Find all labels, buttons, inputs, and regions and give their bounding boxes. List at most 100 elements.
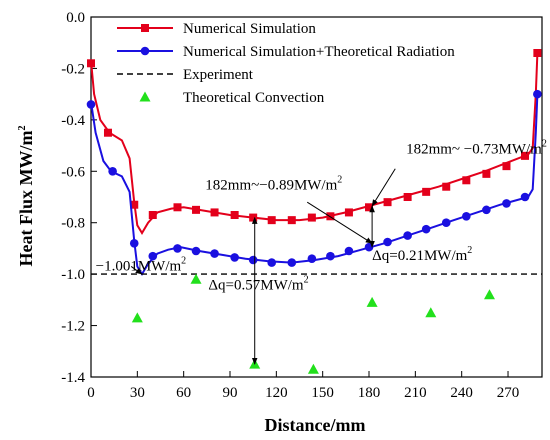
annotation-text: Δq=0.57MW/m (208, 278, 304, 294)
series-layer (86, 49, 542, 374)
data-point (287, 216, 296, 225)
annotation-text: Δq=0.21MW/m (372, 248, 468, 264)
data-point (192, 205, 201, 214)
x-tick-label: 180 (358, 385, 381, 401)
annotation-arrow (306, 201, 373, 244)
data-point (482, 169, 491, 178)
annotation-text: 182mm~ −0.73MW/m (406, 141, 542, 157)
data-point (129, 238, 139, 248)
x-tick-label: 0 (87, 385, 95, 401)
data-point (248, 255, 258, 265)
legend-item: Theoretical Convection (139, 90, 325, 106)
data-point (442, 182, 451, 191)
y-tick-label: -0.6 (61, 164, 85, 180)
legend-item: Numerical Simulation (117, 21, 316, 37)
y-axis-title-text: Heat Flux MW/m (16, 131, 36, 267)
data-point (173, 203, 182, 212)
annotation-label: Δq=0.21MW/m2 (372, 245, 472, 264)
data-point (425, 307, 437, 318)
data-point (307, 213, 316, 222)
data-point (462, 176, 471, 185)
y-tick-label: -0.2 (61, 61, 85, 77)
x-tick-label: 210 (404, 385, 427, 401)
data-point (87, 59, 95, 68)
plot-frame (90, 16, 543, 378)
data-point (366, 296, 378, 307)
legend-label: Numerical Simulation+Theoretical Radiati… (183, 44, 455, 60)
data-point (533, 89, 542, 99)
data-point (326, 251, 335, 261)
data-point (383, 198, 392, 207)
data-point (148, 251, 158, 261)
x-tick-label: 30 (130, 385, 145, 401)
y-tick-label: -1.4 (61, 370, 85, 386)
annotation-sup: 2 (304, 275, 309, 286)
annotation-sup: 2 (542, 138, 547, 149)
data-point (421, 224, 431, 234)
data-point (462, 211, 471, 221)
legend-item: Numerical Simulation+Theoretical Radiati… (117, 44, 455, 60)
data-point (191, 246, 201, 256)
data-point (210, 249, 219, 258)
data-point (249, 213, 258, 222)
data-point (210, 208, 219, 217)
annotation-label: −1.001MW/m2 (96, 255, 187, 274)
series-3 (131, 273, 495, 374)
data-point (190, 273, 202, 284)
plot-border (90, 16, 543, 378)
data-point (287, 258, 297, 267)
data-point (441, 218, 451, 228)
annotation-sup: 2 (181, 255, 186, 266)
y-axis-title: Heat Flux MW/m2 (16, 126, 36, 267)
legend-label: Experiment (183, 67, 254, 83)
x-tick-label: 90 (223, 385, 238, 401)
y-tick-label: 0.0 (66, 10, 85, 26)
annotation-arrow (371, 168, 396, 207)
y-tick-label: -0.4 (61, 113, 85, 129)
annotation-label: Δq=0.57MW/m2 (208, 275, 308, 294)
data-point (267, 258, 277, 267)
y-tick-label: -0.8 (61, 216, 85, 232)
legend-label: Numerical Simulation (183, 21, 316, 37)
data-point (422, 187, 431, 196)
data-point (148, 211, 157, 219)
legend-marker (139, 91, 151, 102)
annotation-label: 182mm~ −0.73MW/m2 (406, 138, 547, 157)
legend: Numerical Simulation Numerical Simulation… (117, 21, 455, 106)
data-point (365, 203, 374, 212)
y-tick-label: -1.0 (61, 267, 85, 283)
data-point (131, 312, 143, 323)
x-axis-title: Distance/mm (265, 415, 366, 435)
annotation-text: −1.001MW/m (96, 258, 182, 274)
x-tick-label: 150 (311, 385, 334, 401)
data-point (482, 205, 491, 215)
data-point (130, 200, 139, 209)
y-axis-title-sup: 2 (17, 126, 28, 131)
data-point (502, 199, 511, 208)
data-point (86, 100, 96, 109)
annotations: 182mm~ −0.73MW/m2182mm~−0.89MW/m2Δq=0.21… (96, 138, 547, 365)
legend-marker (140, 46, 150, 56)
data-point (307, 363, 319, 374)
data-point (383, 237, 392, 247)
data-point (521, 151, 530, 160)
legend-marker (141, 24, 149, 32)
annotation-text: 182mm~−0.89MW/m (205, 177, 337, 193)
data-point (403, 231, 412, 240)
data-point (230, 253, 239, 262)
x-tick-label: 270 (497, 385, 520, 401)
data-point (344, 208, 353, 217)
annotation-sup: 2 (337, 174, 342, 185)
data-point (267, 216, 276, 225)
x-tick-label: 120 (265, 385, 288, 401)
annotation-arrow (130, 266, 143, 275)
data-point (230, 211, 239, 219)
x-tick-label: 240 (450, 385, 473, 401)
data-point (103, 128, 112, 137)
data-point (502, 162, 511, 171)
data-point (108, 166, 117, 176)
data-point (344, 246, 354, 256)
series-1 (86, 89, 542, 277)
data-point (307, 254, 317, 264)
